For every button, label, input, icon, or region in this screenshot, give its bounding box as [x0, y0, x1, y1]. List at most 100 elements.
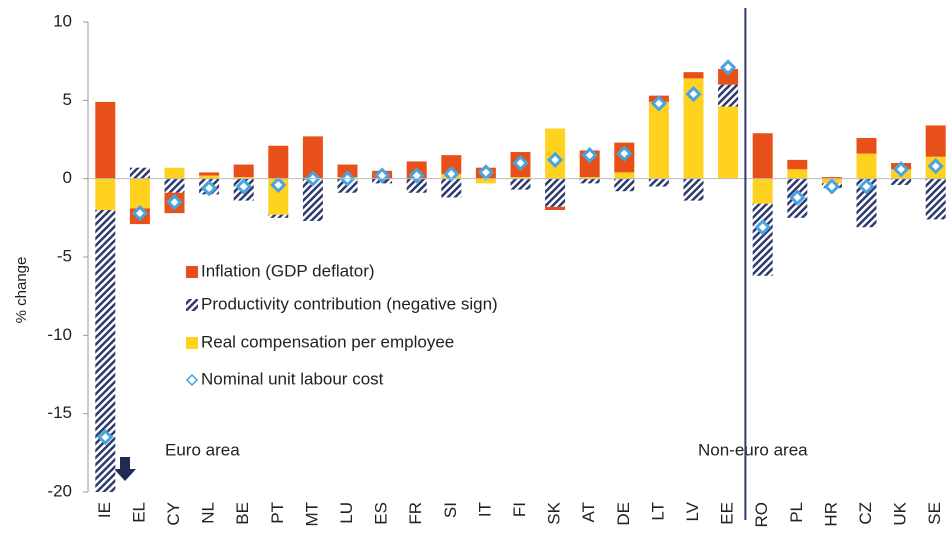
bar-segment: [475, 178, 496, 184]
bar-segment: [683, 72, 704, 79]
x-tick-label: BE: [233, 502, 252, 525]
ulc-marker: [166, 194, 183, 211]
x-tick-label: PT: [268, 502, 287, 524]
x-tick-label: PL: [787, 502, 806, 523]
x-tick-label: AT: [579, 502, 598, 522]
bar-segment: [510, 178, 531, 190]
x-tick-label: IE: [95, 502, 114, 518]
x-tick-label: CY: [164, 502, 183, 526]
x-tick-label: SE: [925, 502, 944, 525]
bar-segment: [718, 84, 739, 107]
annotation: Euro area: [165, 440, 240, 459]
bar-segment: [925, 125, 946, 157]
bar-segment: [579, 177, 600, 179]
y-tick-label: -15: [47, 403, 72, 422]
x-tick-label: ES: [372, 502, 391, 525]
bar-segment: [545, 206, 566, 210]
bar-segment: [95, 210, 116, 492]
bar-segment: [233, 177, 254, 179]
bar-segment: [164, 167, 185, 179]
ulc-marker: [789, 189, 806, 206]
y-tick-label: 10: [53, 11, 72, 30]
ulc-marker: [754, 219, 771, 236]
bar-segment: [648, 178, 669, 187]
ulc-marker: [131, 205, 149, 222]
bar-segment: [683, 78, 704, 179]
bar-segment: [302, 178, 323, 221]
ulc-marker: [581, 147, 598, 164]
bar-segment: [199, 175, 220, 179]
bar-segment: [614, 178, 635, 192]
x-tick-label: EL: [129, 502, 148, 523]
y-tick-label: 0: [63, 168, 72, 187]
y-tick-label: -5: [57, 246, 72, 265]
x-tick-label: UK: [891, 501, 910, 525]
bar-segment: [718, 69, 739, 85]
bar-segment: [233, 164, 254, 178]
bar-segment: [510, 177, 531, 179]
off-scale-arrow: [114, 457, 136, 481]
bar-segment: [891, 178, 912, 185]
legend-label: Inflation (GDP deflator): [201, 261, 375, 280]
bar-segment: [129, 178, 150, 209]
bar-segment: [441, 155, 462, 174]
bar-segment: [302, 136, 323, 179]
bar-segment: [268, 145, 289, 179]
x-tick-label: FR: [406, 502, 425, 525]
x-tick-label: IT: [475, 502, 494, 517]
ulc-marker: [858, 178, 875, 195]
x-tick-label: FI: [510, 502, 529, 517]
ulc-marker: [546, 151, 564, 168]
x-tick-label: SK: [545, 501, 564, 524]
legend-label: Productivity contribution (negative sign…: [201, 294, 498, 313]
x-tick-label: LU: [337, 502, 356, 524]
legend-swatch: [186, 337, 198, 349]
bar-segment: [164, 178, 185, 193]
bar-segment: [856, 137, 877, 154]
bar-segment: [199, 172, 220, 176]
x-tick-label: EE: [718, 502, 737, 525]
bar-segment: [441, 178, 462, 198]
bar-segment: [648, 101, 669, 179]
x-tick-label: LT: [648, 502, 667, 521]
plot-area: [95, 59, 946, 492]
ulc-marker: [719, 59, 737, 76]
legend-label: Real compensation per employee: [201, 332, 454, 351]
bar-segment: [718, 106, 739, 179]
ulc-marker: [97, 429, 114, 446]
y-tick-label: -20: [47, 481, 72, 500]
x-tick-label: NL: [199, 502, 218, 524]
annotation: Non-euro area: [698, 440, 808, 459]
bar-segment: [95, 101, 116, 179]
x-tick-label: SI: [441, 502, 460, 518]
legend-swatch: [186, 299, 198, 311]
x-tick-label: HR: [821, 502, 840, 527]
bar-segment: [579, 178, 600, 184]
bar-segment: [752, 203, 773, 276]
bar-segment: [925, 178, 946, 220]
bar-segment: [752, 133, 773, 179]
bar-segment: [545, 178, 566, 207]
legend-swatch: [185, 373, 199, 387]
bar-segment: [856, 178, 877, 228]
x-tick-label: LV: [683, 501, 702, 521]
ulc-marker: [512, 154, 529, 172]
ulc-marker: [650, 95, 668, 112]
ulc-marker: [927, 158, 944, 175]
ulc-marker: [685, 85, 702, 103]
ulc-marker: [200, 179, 218, 197]
x-tick-label: CZ: [856, 502, 875, 525]
y-tick-label: 5: [63, 90, 72, 109]
bar-segment: [268, 214, 289, 218]
x-tick-label: DE: [614, 502, 633, 526]
ulc-marker: [443, 165, 460, 183]
ulc-marker: [823, 178, 841, 195]
legend-swatch: [186, 266, 198, 278]
ulc-marker: [616, 145, 633, 162]
ulc-marker: [270, 176, 287, 194]
bar-segment: [129, 167, 150, 179]
bar-segment: [752, 178, 773, 204]
bar-segment: [683, 178, 704, 201]
y-tick-label: -10: [47, 325, 72, 344]
